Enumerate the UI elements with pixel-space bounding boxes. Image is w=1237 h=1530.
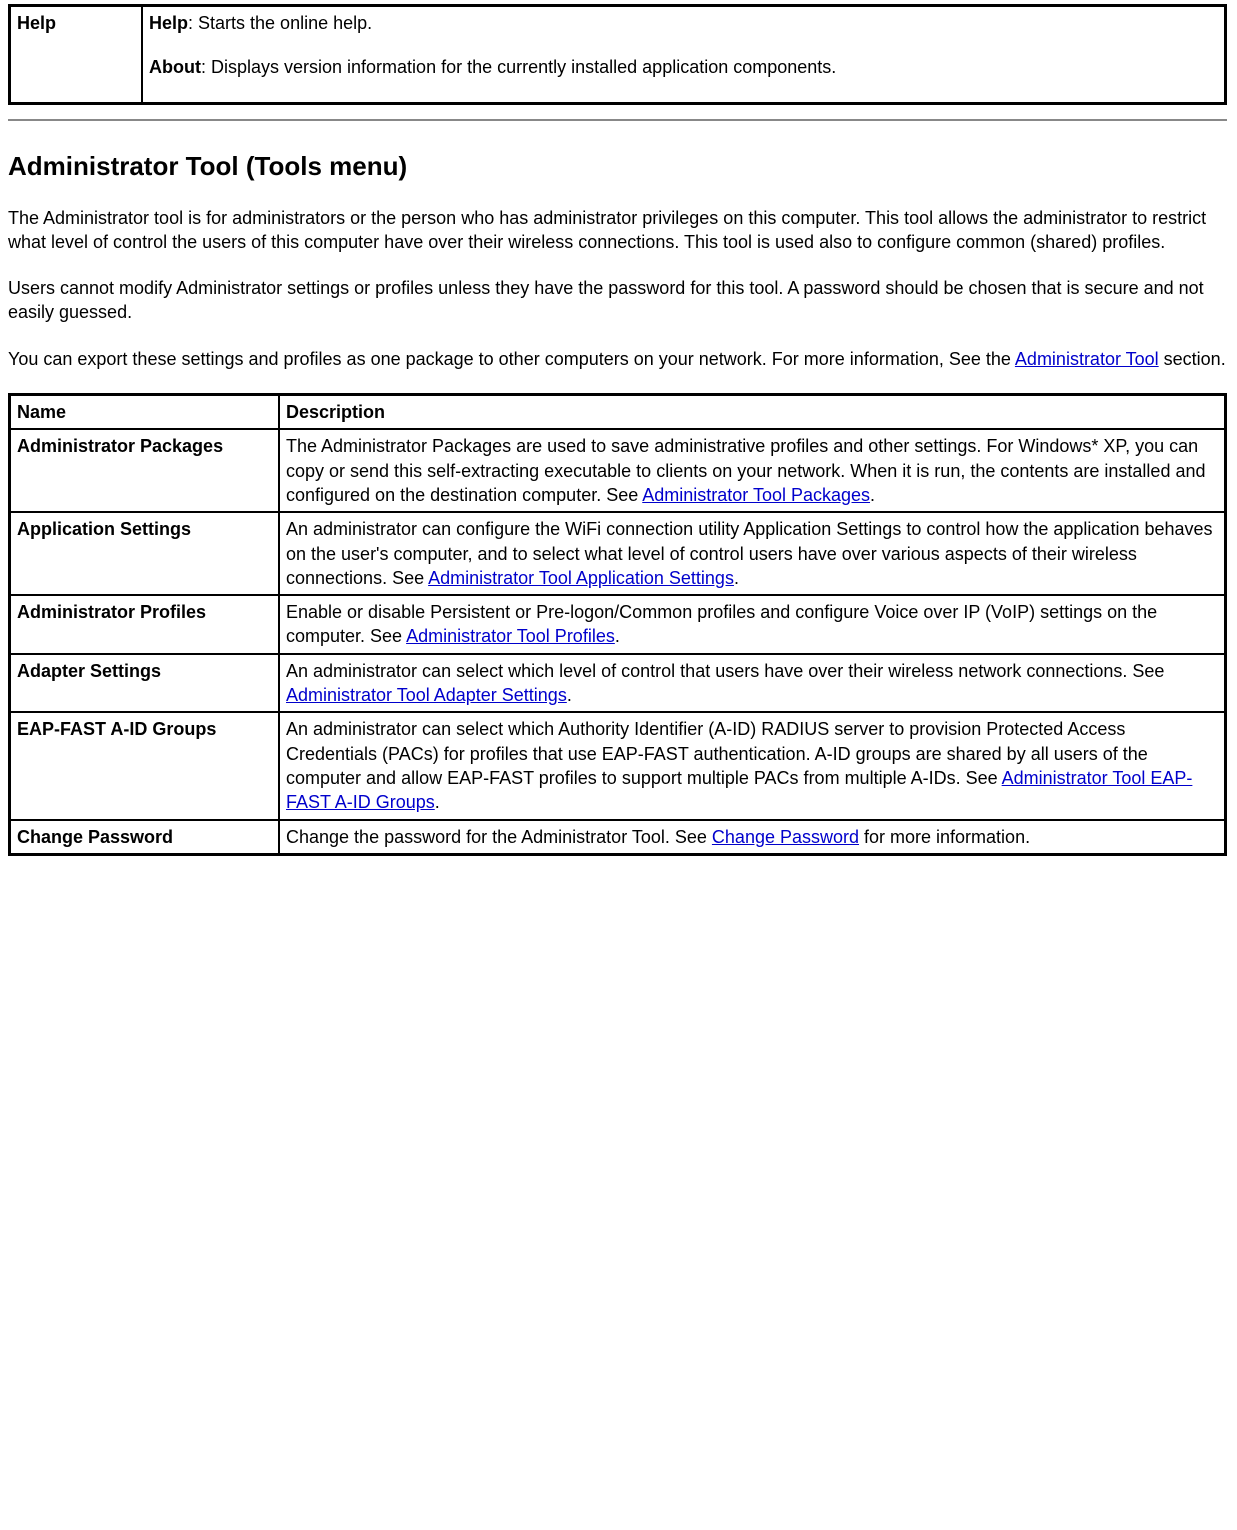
row-admin-profiles-name: Administrator Profiles: [10, 595, 280, 654]
r6-text-a: Change the password for the Administrato…: [286, 827, 712, 847]
row-admin-packages-name: Administrator Packages: [10, 429, 280, 512]
link-admin-profiles[interactable]: Administrator Tool Profiles: [406, 626, 615, 646]
link-admin-packages[interactable]: Administrator Tool Packages: [642, 485, 870, 505]
para-1: The Administrator tool is for administra…: [8, 206, 1227, 255]
row-change-password-name: Change Password: [10, 820, 280, 855]
r3-text-b: .: [615, 626, 620, 646]
r2-text-b: .: [734, 568, 739, 588]
row-eap-fast-desc: An administrator can select which Author…: [279, 712, 1226, 819]
row-app-settings-name: Application Settings: [10, 512, 280, 595]
admin-table: Name Description Administrator Packages …: [8, 393, 1227, 856]
help-rest: : Starts the online help.: [188, 13, 372, 33]
r2-text-a: An administrator can configure the WiFi …: [286, 519, 1213, 588]
th-desc: Description: [279, 395, 1226, 430]
r5-text-b: .: [435, 792, 440, 812]
th-name: Name: [10, 395, 280, 430]
about-rest: : Displays version information for the c…: [201, 57, 836, 77]
link-admin-tool[interactable]: Administrator Tool: [1015, 349, 1159, 369]
row-admin-packages-desc: The Administrator Packages are used to s…: [279, 429, 1226, 512]
row-adapter-settings-desc: An administrator can select which level …: [279, 654, 1226, 713]
divider: [8, 119, 1227, 121]
help-cell-desc: Help: Starts the online help. About: Dis…: [142, 6, 1226, 104]
section-heading: Administrator Tool (Tools menu): [8, 151, 1227, 182]
link-app-settings[interactable]: Administrator Tool Application Settings: [428, 568, 734, 588]
link-change-password[interactable]: Change Password: [712, 827, 859, 847]
help-cell-label: Help: [10, 6, 143, 104]
para-3b: section.: [1159, 349, 1226, 369]
row-adapter-settings-name: Adapter Settings: [10, 654, 280, 713]
about-bold: About: [149, 57, 201, 77]
row-app-settings-desc: An administrator can configure the WiFi …: [279, 512, 1226, 595]
r1-text-b: .: [870, 485, 875, 505]
r6-text-b: for more information.: [859, 827, 1030, 847]
row-eap-fast-name: EAP-FAST A-ID Groups: [10, 712, 280, 819]
r4-text-a: An administrator can select which level …: [286, 661, 1164, 681]
r4-text-b: .: [567, 685, 572, 705]
para-2: Users cannot modify Administrator settin…: [8, 276, 1227, 325]
row-admin-profiles-desc: Enable or disable Persistent or Pre-logo…: [279, 595, 1226, 654]
help-bold: Help: [149, 13, 188, 33]
link-adapter-settings[interactable]: Administrator Tool Adapter Settings: [286, 685, 567, 705]
para-3a: You can export these settings and profil…: [8, 349, 1015, 369]
help-table: Help Help: Starts the online help. About…: [8, 4, 1227, 105]
para-3: You can export these settings and profil…: [8, 347, 1227, 371]
row-change-password-desc: Change the password for the Administrato…: [279, 820, 1226, 855]
